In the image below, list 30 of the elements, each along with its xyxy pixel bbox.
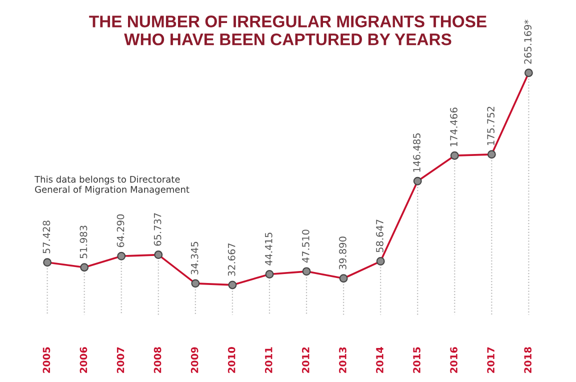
x-tick-label: 2008 bbox=[154, 347, 162, 373]
data-label: 39.890 bbox=[339, 236, 346, 270]
x-tick-label: 2015 bbox=[413, 347, 420, 373]
x-tick-label: 2018 bbox=[524, 347, 532, 373]
data-label: 65.737 bbox=[154, 213, 162, 246]
x-tick-label: 2014 bbox=[376, 347, 384, 373]
x-tick-label: 2010 bbox=[228, 347, 236, 373]
x-tick-label: 2011 bbox=[264, 347, 272, 373]
x-tick-label: 2009 bbox=[190, 347, 198, 373]
data-label: 47.510 bbox=[302, 230, 310, 263]
chart-title: THE NUMBER OF IRREGULAR MIGRANTS THOSE WHO HAVE BEEN CAPTURED BY YEARS bbox=[89, 16, 486, 46]
data-label: 265.169* bbox=[524, 20, 532, 64]
data-label: 174.466 bbox=[450, 108, 458, 146]
data-label: 34.345 bbox=[190, 242, 198, 274]
x-tick-label: 2007 bbox=[116, 347, 124, 373]
data-label: 146.485 bbox=[413, 133, 420, 172]
data-label: 51.983 bbox=[80, 226, 88, 258]
data-label: 32.667 bbox=[228, 243, 236, 276]
data-label: 64.290 bbox=[116, 214, 124, 248]
x-tick-label: 2013 bbox=[339, 347, 346, 373]
x-tick-label: 2012 bbox=[302, 347, 310, 373]
x-tick-label: 2006 bbox=[80, 347, 88, 373]
data-label: 58.647 bbox=[376, 220, 384, 252]
data-label: 57.428 bbox=[42, 220, 50, 254]
annotation: This data belongs to Directorate General of Migration Management bbox=[34, 176, 190, 195]
data-label: 175.752 bbox=[487, 106, 494, 146]
x-tick-label: 2017 bbox=[487, 347, 494, 373]
x-tick-label: 2005 bbox=[42, 347, 50, 373]
data-label: 44.415 bbox=[265, 232, 272, 266]
x-tick-label: 2016 bbox=[450, 347, 458, 373]
